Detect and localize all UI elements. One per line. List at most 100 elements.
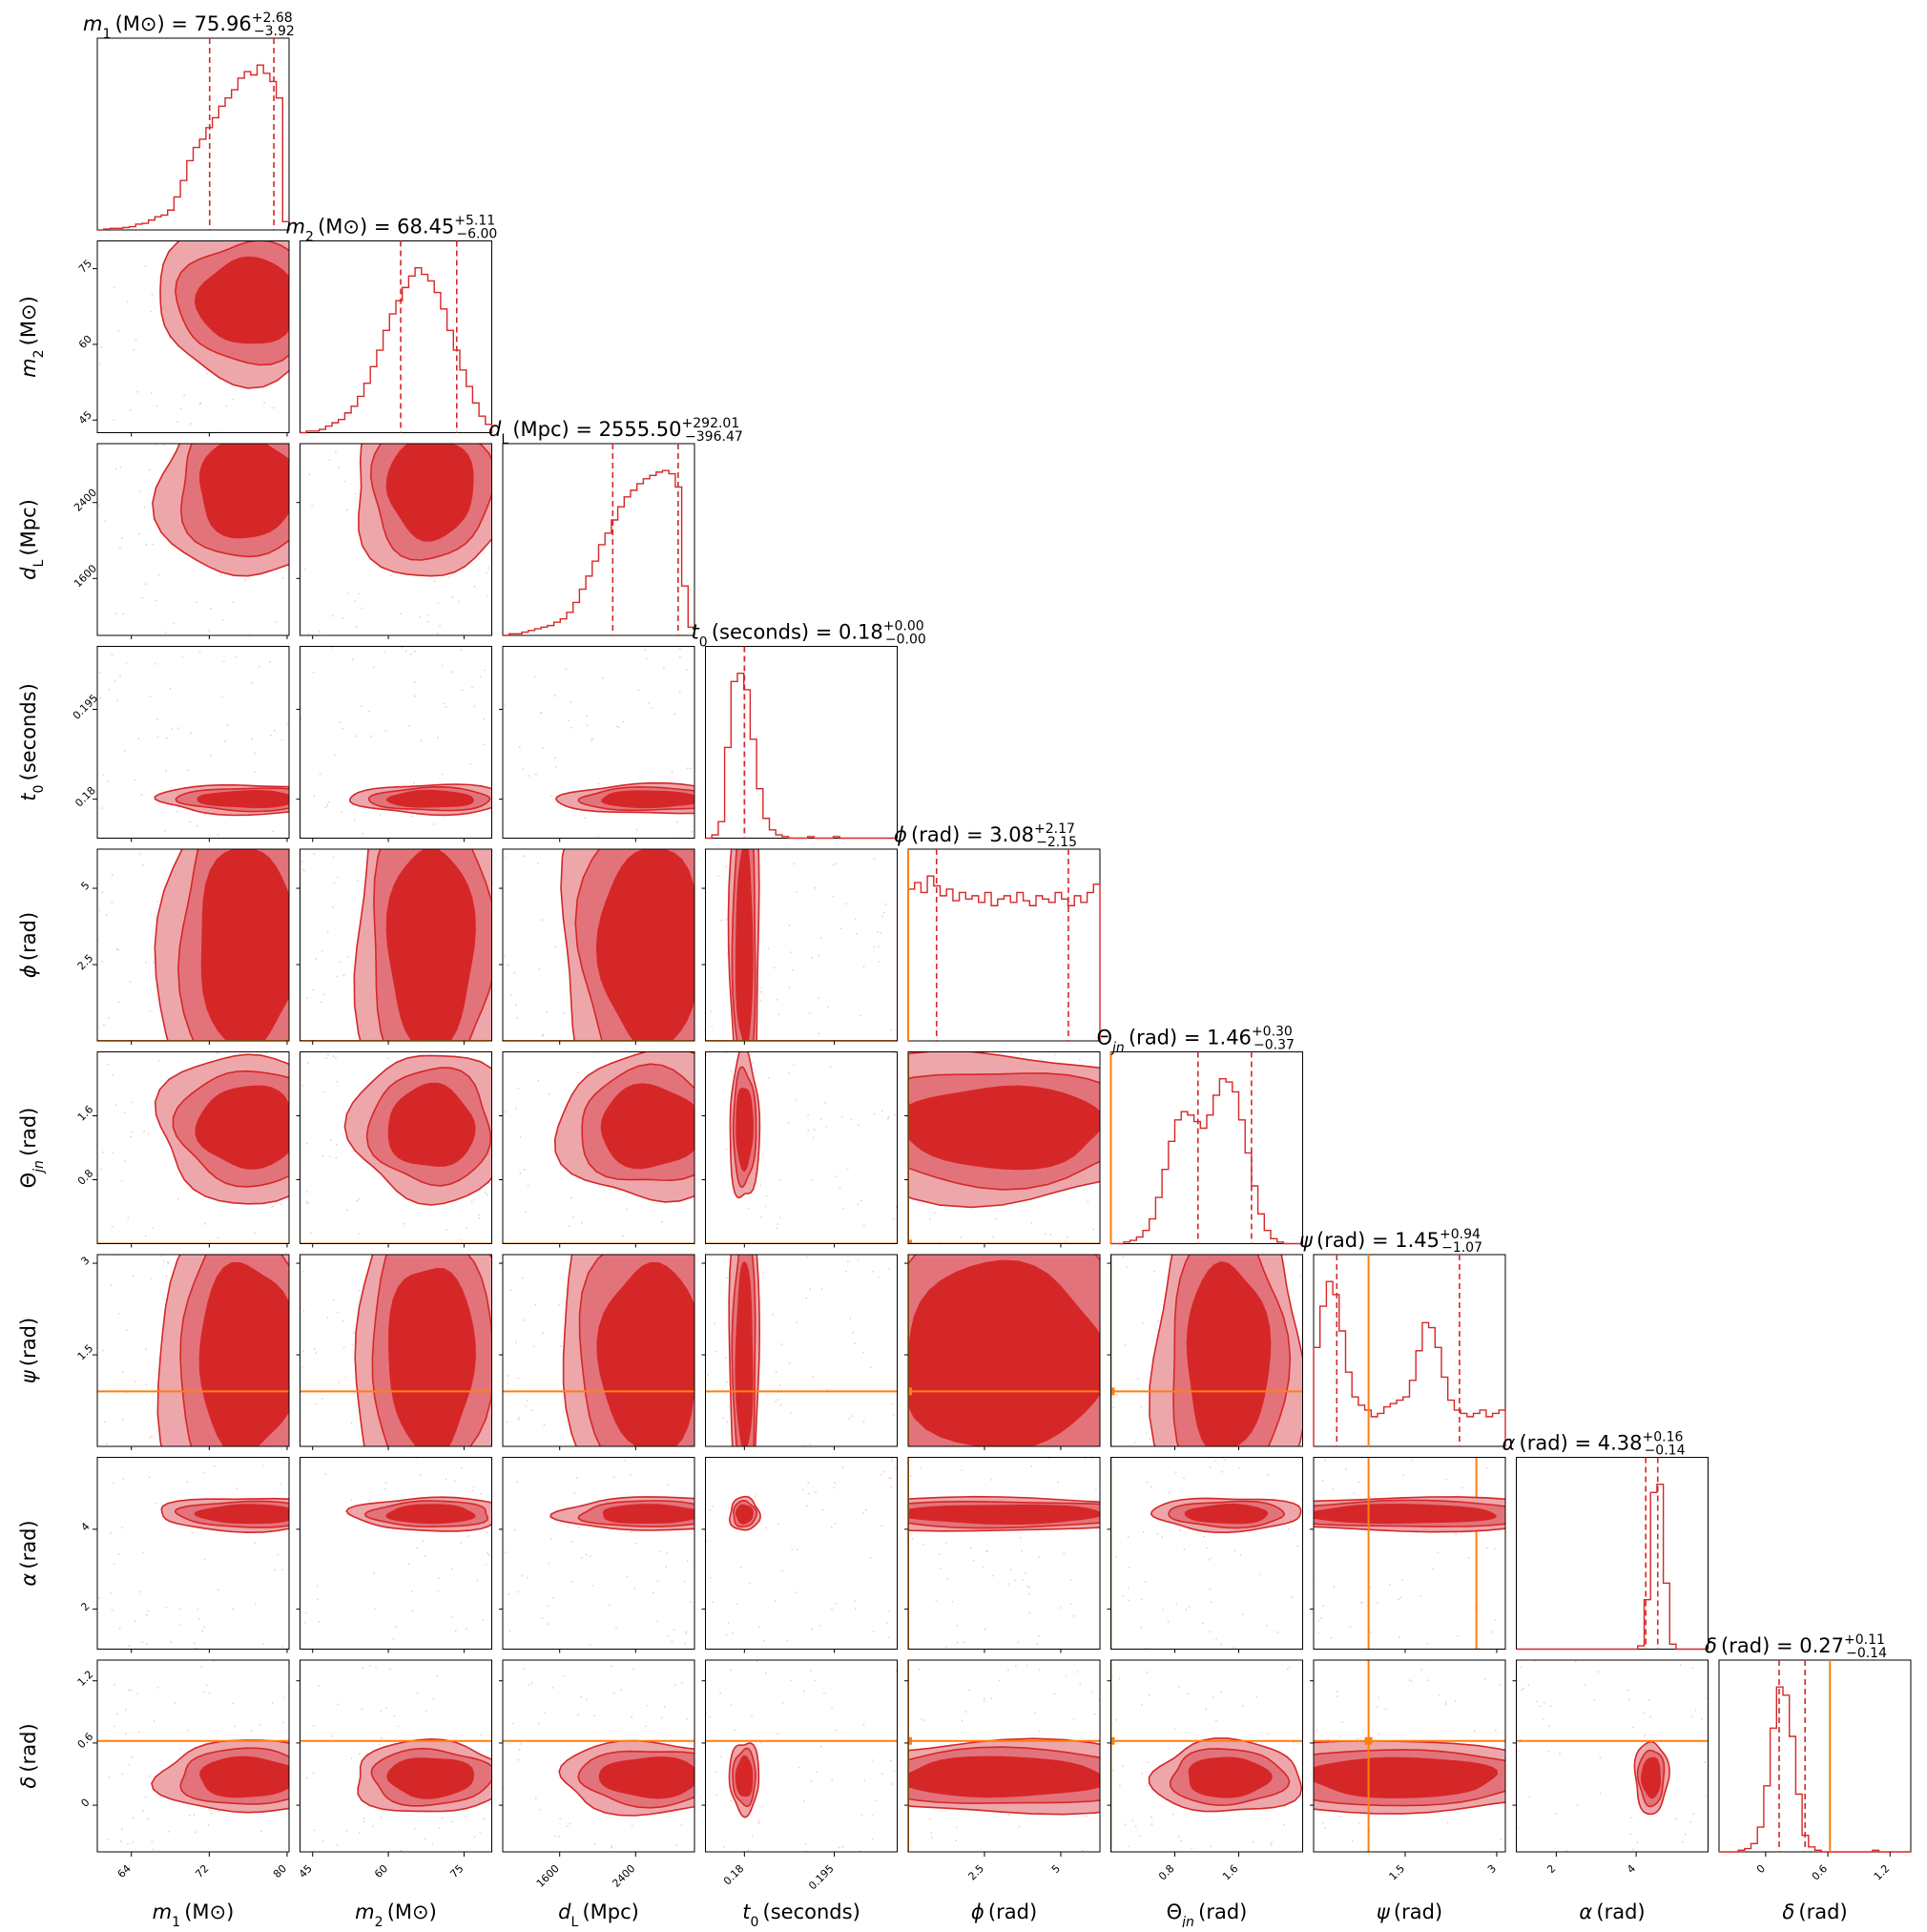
sample-point <box>99 696 102 699</box>
sample-point <box>1490 1631 1493 1633</box>
sample-point <box>652 707 653 709</box>
sample-point <box>221 696 223 698</box>
sample-point <box>1694 1709 1697 1712</box>
sample-point <box>1576 1804 1579 1806</box>
sample-point <box>808 1012 811 1014</box>
sample-point <box>1149 1438 1151 1441</box>
sample-point <box>187 769 190 772</box>
sample-point <box>179 407 182 409</box>
sample-point <box>372 666 375 669</box>
sample-point <box>872 1270 875 1273</box>
sample-point <box>550 1538 552 1541</box>
sample-point <box>813 1129 816 1131</box>
sample-point <box>235 656 238 658</box>
sample-point <box>310 1232 312 1235</box>
sample-point <box>117 1552 120 1555</box>
sample-point <box>363 1820 365 1823</box>
sample-point <box>411 1610 414 1612</box>
sample-point <box>225 405 228 407</box>
sample-point <box>134 1620 136 1623</box>
sample-point <box>929 1818 932 1820</box>
sample-point <box>1455 1533 1458 1536</box>
sample-point <box>319 773 321 775</box>
sample-point <box>882 1471 885 1473</box>
sample-point <box>1014 1665 1017 1667</box>
sample-point <box>151 543 154 546</box>
sample-point <box>486 1531 488 1534</box>
sample-point <box>1241 1705 1244 1707</box>
panel-frame <box>96 240 290 433</box>
sample-point <box>188 1815 191 1817</box>
sample-point <box>149 696 152 697</box>
sample-point <box>714 1322 715 1324</box>
sample-point <box>1212 1696 1214 1698</box>
sample-point <box>834 1523 837 1525</box>
sample-point <box>427 620 430 623</box>
sample-point <box>270 734 273 737</box>
sample-point <box>176 810 178 813</box>
sample-point <box>878 945 880 948</box>
sample-point <box>663 1705 666 1708</box>
sample-point <box>113 1482 114 1485</box>
panel-frame <box>1110 1457 1303 1650</box>
sample-point <box>110 1284 113 1286</box>
sample-point <box>1674 1818 1677 1819</box>
sample-point <box>408 725 410 727</box>
sample-point <box>1128 1845 1129 1848</box>
sample-point <box>523 1168 526 1171</box>
sample-point <box>534 774 537 776</box>
sample-point <box>1399 1596 1402 1599</box>
sample-point <box>1445 1478 1448 1481</box>
sample-point <box>1079 1682 1082 1685</box>
sample-point <box>136 1693 139 1694</box>
sample-point <box>505 1551 508 1553</box>
sample-point <box>887 1115 890 1118</box>
sample-point <box>202 1471 205 1474</box>
sample-point <box>871 1815 874 1817</box>
y-tick-label: 2400 <box>72 487 99 514</box>
y-axis-psi: 1.5 3 ψ (rad) <box>17 1255 97 1383</box>
sample-point <box>485 571 487 574</box>
sample-point <box>862 1724 865 1726</box>
sample-point <box>105 914 108 916</box>
sample-point <box>486 1194 488 1196</box>
sample-point <box>1209 1466 1212 1468</box>
sample-point <box>131 1755 134 1758</box>
sample-point <box>681 1682 683 1684</box>
sample-point <box>631 1715 633 1718</box>
sample-point <box>416 1547 418 1549</box>
sample-point <box>776 1227 778 1229</box>
sample-point <box>271 1702 274 1704</box>
sample-point <box>765 1527 768 1529</box>
sample-point <box>473 585 476 588</box>
panel-phi-vs-m2 <box>300 848 492 1042</box>
sample-point <box>135 779 136 781</box>
sample-point <box>756 1660 758 1662</box>
sample-point <box>98 671 101 674</box>
sample-point <box>203 1691 206 1693</box>
sample-point <box>204 1222 206 1225</box>
sample-point <box>1628 1698 1630 1700</box>
sample-point <box>125 1733 127 1735</box>
sample-point <box>272 406 275 409</box>
x-axis-phi: 2.5 5 ϕ (rad) <box>966 1852 1063 1923</box>
sample-point <box>123 1160 126 1162</box>
panel-frame <box>1313 1659 1506 1853</box>
x-axis-alpha: 2 4 α (rad) <box>1544 1852 1646 1923</box>
sample-point <box>342 1346 345 1349</box>
sample-point <box>485 1192 487 1195</box>
y-tick-label: 0.8 <box>75 1167 96 1188</box>
sample-point <box>367 710 370 713</box>
sample-point <box>593 1842 596 1845</box>
sample-point <box>1112 1769 1115 1772</box>
sample-point <box>791 1548 794 1550</box>
sample-point <box>105 1443 108 1444</box>
sample-point <box>666 1634 669 1637</box>
sample-point <box>630 1473 632 1476</box>
sample-point <box>1179 1529 1181 1531</box>
sample-point <box>887 1610 890 1612</box>
sample-point <box>719 1755 722 1758</box>
sample-point <box>690 767 693 770</box>
sample-point <box>420 739 423 742</box>
sample-point <box>635 828 638 831</box>
